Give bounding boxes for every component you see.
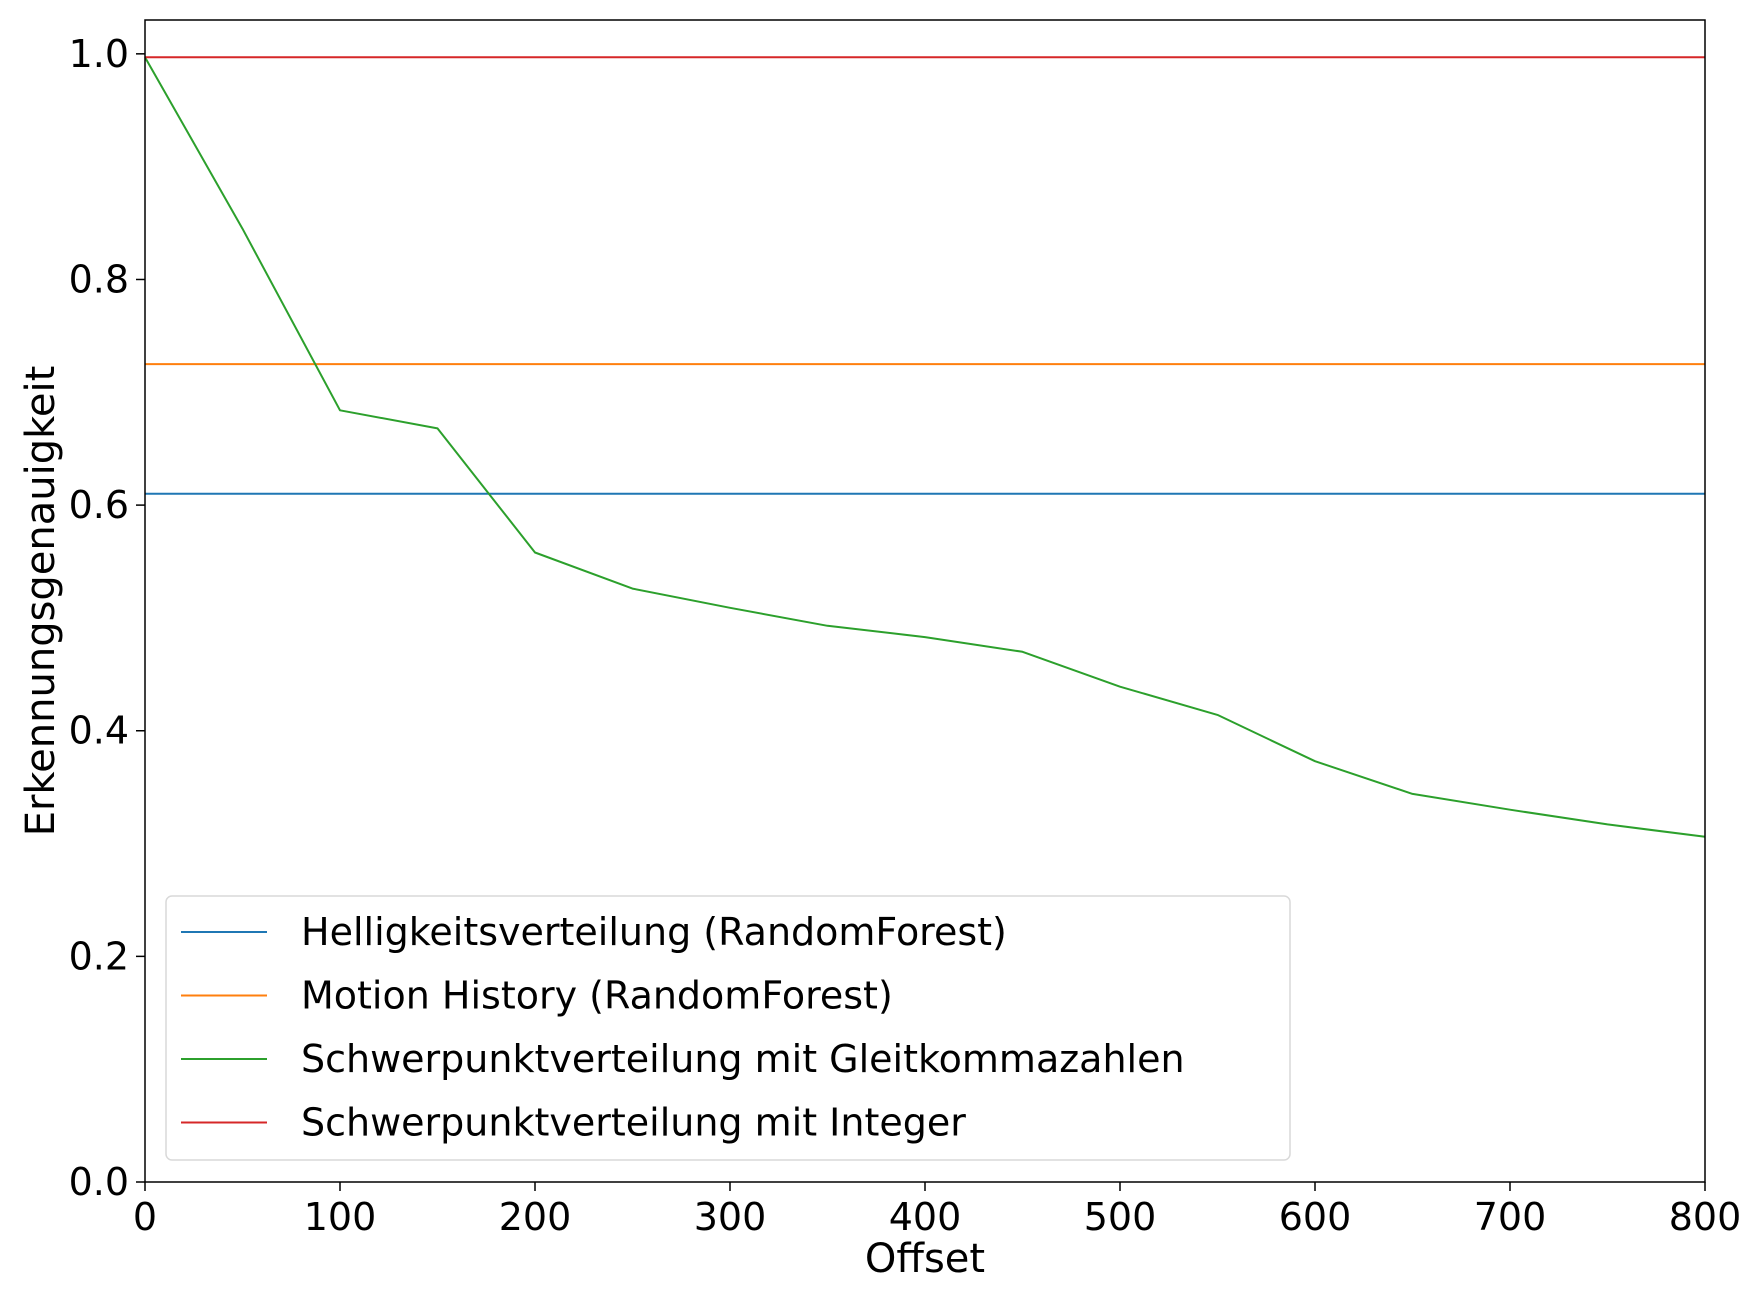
x-tick-label: 700 (1474, 1195, 1547, 1239)
legend-label-2: Motion History (RandomForest) (301, 974, 893, 1018)
x-tick-label: 0 (133, 1195, 157, 1239)
y-tick-label: 1.0 (69, 32, 129, 76)
y-tick-label: 0.2 (69, 934, 129, 978)
legend-label-4: Schwerpunktverteilung mit Integer (301, 1101, 966, 1145)
x-tick-label: 600 (1279, 1195, 1352, 1239)
ticks-layer: 0 100 200 300 400 500 600 700 800 0.0 0.2 0.4 0.6 0.8… (69, 32, 1742, 1239)
y-tick-label: 0.0 (69, 1160, 129, 1204)
x-tick-label: 200 (499, 1195, 572, 1239)
y-tick-label: 0.4 (69, 709, 129, 753)
x-axis-label: Offset (865, 1236, 985, 1282)
series-layer (144, 56, 1706, 838)
legend-label-1: Helligkeitsverteilung (RandomForest) (301, 910, 1007, 954)
legend-box (165, 895, 1291, 1161)
x-tick-label: 300 (694, 1195, 767, 1239)
series-line-3 (144, 56, 1706, 838)
legend-label-3: Schwerpunktverteilung mit Gleitkommazahl… (301, 1037, 1185, 1081)
x-tick-label: 500 (1084, 1195, 1157, 1239)
y-tick-label: 0.8 (69, 257, 129, 301)
legend: Helligkeitsverteilung (RandomForest) Moti… (165, 895, 1291, 1161)
x-tick-label: 800 (1669, 1195, 1742, 1239)
x-tick-label: 400 (889, 1195, 962, 1239)
y-axis-label: Erkennungsgenauigkeit (18, 366, 64, 837)
x-tick-label: 100 (304, 1195, 377, 1239)
y-tick-label: 0.6 (69, 483, 129, 527)
